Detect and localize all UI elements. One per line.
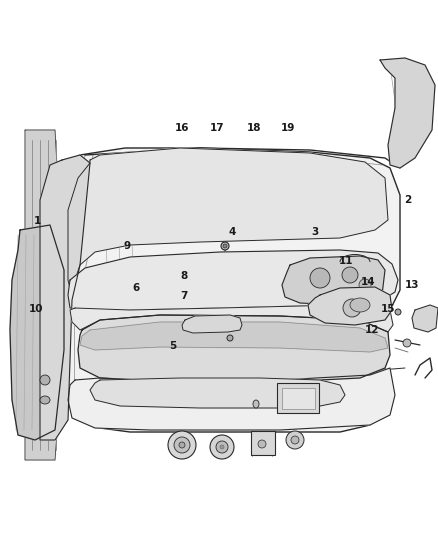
Circle shape bbox=[291, 436, 299, 444]
FancyBboxPatch shape bbox=[282, 387, 314, 408]
Circle shape bbox=[220, 445, 224, 449]
Circle shape bbox=[174, 437, 190, 453]
Text: 10: 10 bbox=[28, 304, 43, 314]
Circle shape bbox=[40, 375, 50, 385]
Circle shape bbox=[216, 441, 228, 453]
Text: 19: 19 bbox=[281, 123, 295, 133]
Polygon shape bbox=[25, 130, 65, 460]
Ellipse shape bbox=[253, 400, 259, 408]
Text: 13: 13 bbox=[404, 280, 419, 290]
Text: 9: 9 bbox=[124, 241, 131, 251]
Text: 16: 16 bbox=[174, 123, 189, 133]
Text: 6: 6 bbox=[132, 283, 139, 293]
Circle shape bbox=[342, 267, 358, 283]
Circle shape bbox=[168, 431, 196, 459]
Polygon shape bbox=[380, 58, 435, 168]
Circle shape bbox=[179, 442, 185, 448]
FancyBboxPatch shape bbox=[251, 431, 275, 455]
Text: 1: 1 bbox=[34, 216, 41, 226]
Ellipse shape bbox=[40, 396, 50, 404]
Circle shape bbox=[258, 440, 266, 448]
Text: 15: 15 bbox=[380, 304, 395, 314]
Polygon shape bbox=[80, 322, 388, 352]
Polygon shape bbox=[182, 315, 242, 333]
Text: 14: 14 bbox=[360, 278, 375, 287]
Circle shape bbox=[403, 339, 411, 347]
Circle shape bbox=[223, 244, 227, 248]
Text: 3: 3 bbox=[312, 227, 319, 237]
Circle shape bbox=[210, 435, 234, 459]
Polygon shape bbox=[90, 378, 345, 408]
Circle shape bbox=[286, 431, 304, 449]
Polygon shape bbox=[68, 148, 388, 300]
Circle shape bbox=[310, 268, 330, 288]
Polygon shape bbox=[68, 368, 395, 430]
Text: 12: 12 bbox=[365, 326, 380, 335]
Text: 5: 5 bbox=[170, 342, 177, 351]
Polygon shape bbox=[282, 256, 385, 305]
Circle shape bbox=[343, 299, 361, 317]
Circle shape bbox=[359, 279, 371, 291]
Text: 11: 11 bbox=[339, 256, 353, 266]
Polygon shape bbox=[412, 305, 438, 332]
Polygon shape bbox=[10, 225, 64, 440]
Ellipse shape bbox=[350, 298, 370, 312]
Text: 4: 4 bbox=[229, 227, 236, 237]
Text: 2: 2 bbox=[404, 195, 411, 205]
Circle shape bbox=[221, 242, 229, 250]
Text: 7: 7 bbox=[180, 291, 187, 301]
Polygon shape bbox=[40, 155, 90, 440]
Polygon shape bbox=[68, 250, 398, 312]
Polygon shape bbox=[62, 148, 400, 432]
FancyBboxPatch shape bbox=[277, 383, 319, 413]
Text: 18: 18 bbox=[247, 123, 261, 133]
Text: 17: 17 bbox=[209, 123, 224, 133]
Polygon shape bbox=[70, 300, 393, 332]
Text: 8: 8 bbox=[180, 271, 187, 281]
Polygon shape bbox=[78, 315, 390, 382]
Circle shape bbox=[395, 309, 401, 315]
Circle shape bbox=[227, 335, 233, 341]
Polygon shape bbox=[308, 287, 392, 325]
